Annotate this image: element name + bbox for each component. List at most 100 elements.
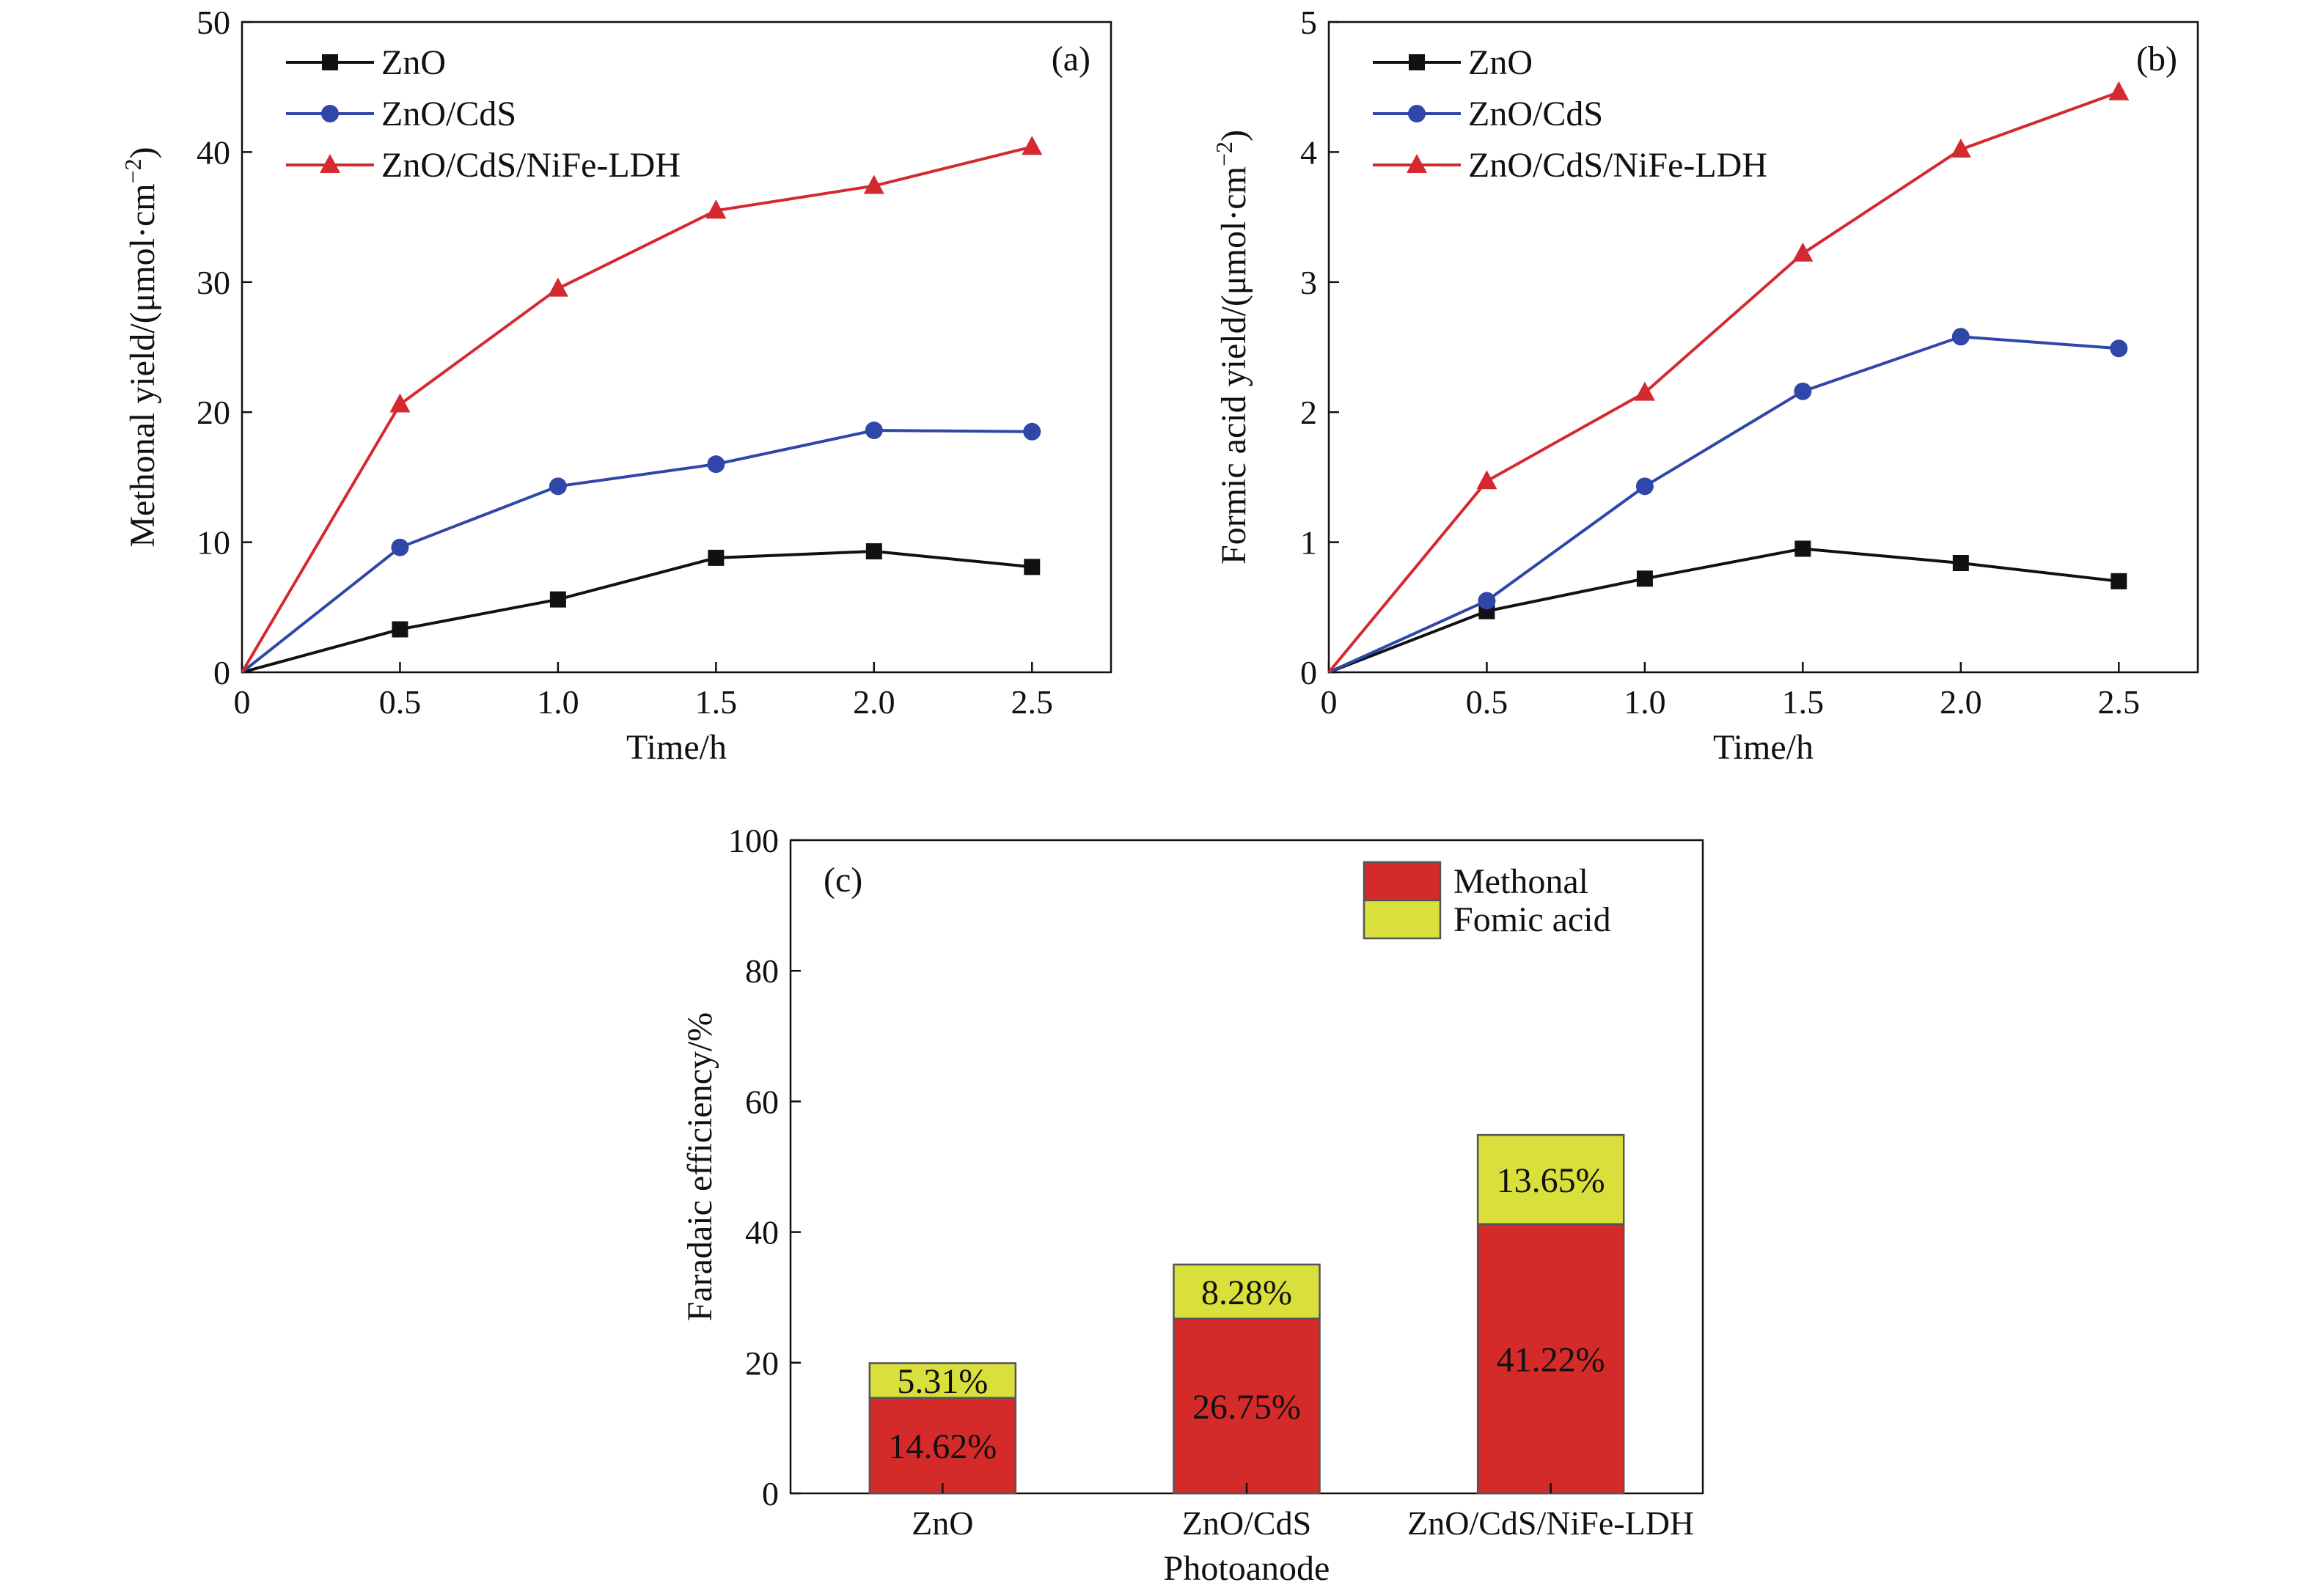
x-tick-label: 2.5 <box>2098 683 2141 721</box>
data-point-2-4 <box>1950 138 1971 158</box>
y-tick-label: 0 <box>213 654 230 691</box>
data-point-0-4 <box>1952 554 1969 571</box>
series-line-1 <box>241 429 1033 674</box>
y-axis-title-end: ) <box>1214 130 1253 141</box>
legend-swatch-1 <box>1363 899 1442 940</box>
y-tick-label: 40 <box>197 133 230 171</box>
legend-label-1: ZnO/CdS <box>1468 95 1603 133</box>
x-category-label: ZnO <box>912 1504 973 1542</box>
data-point-0-5 <box>1024 559 1041 575</box>
x-tick-label: 2.0 <box>1940 683 1982 721</box>
data-point-0-2 <box>1636 570 1653 587</box>
legend-marker-1 <box>321 105 339 122</box>
bar-1-1 <box>1173 1263 1321 1320</box>
data-point-2-3 <box>1792 242 1814 262</box>
y-tick-label: 3 <box>1300 264 1317 301</box>
y-tick-label: 4 <box>1300 133 1317 171</box>
data-point-2-3 <box>705 199 727 219</box>
data-point-1-3 <box>707 455 725 474</box>
legend-label-2: ZnO/CdS/NiFe-LDH <box>381 146 681 185</box>
x-axis-title: Time/h <box>626 728 727 767</box>
data-point-0-3 <box>1794 540 1811 557</box>
x-tick-label: 1.5 <box>695 683 738 721</box>
data-point-2-1 <box>1476 470 1497 490</box>
panel-label: (b) <box>2136 40 2177 78</box>
y-tick-label: 5 <box>1300 4 1317 41</box>
y-tick-label: 100 <box>728 822 779 859</box>
data-point-1-4 <box>865 422 883 440</box>
data-point-1-3 <box>1794 382 1812 400</box>
legend-label-1: ZnO/CdS <box>381 95 516 133</box>
x-tick-label: 1.0 <box>1624 683 1666 721</box>
x-tick-label: 0 <box>1321 683 1338 721</box>
series-line-1 <box>1328 335 2119 674</box>
legend-swatch-0 <box>1363 861 1442 902</box>
data-point-1-5 <box>1023 422 1041 441</box>
bar-1-2 <box>1476 1133 1625 1225</box>
bar-data-label-0-1: 26.75% <box>1192 1388 1301 1427</box>
bar-chart: 0 20 40 60 80 100 14.62% 5.31% ZnO 26.75% 8.28% ZnO… <box>681 822 1704 1588</box>
y-axis-title: Formic acid yield/(μmol·cm−2) <box>1211 130 1253 565</box>
y-tick-label: 80 <box>745 952 779 990</box>
y-axis-title: Methonal yield/(μmol·cm−2) <box>120 147 162 547</box>
bar-data-label-1-2: 13.65% <box>1497 1161 1605 1200</box>
panel-label: (c) <box>824 861 862 900</box>
plot-frame <box>1327 21 2199 674</box>
legend-label-0: ZnO <box>1468 43 1533 82</box>
data-point-0-4 <box>865 543 882 560</box>
x-tick-label: 0.5 <box>379 683 422 721</box>
y-tick-label: 10 <box>197 524 230 562</box>
data-point-2-1 <box>389 393 411 413</box>
data-point-2-2 <box>1634 381 1655 401</box>
y-tick-label: 0 <box>1300 654 1317 691</box>
data-point-1-1 <box>391 538 409 556</box>
bar-data-label-1-1: 8.28% <box>1201 1273 1292 1312</box>
series-line-0 <box>1328 547 2119 674</box>
panel-label: (a) <box>1052 40 1090 78</box>
x-axis-title: Time/h <box>1713 728 1814 767</box>
legend-marker-2 <box>320 154 340 173</box>
x-tick-label: 2.0 <box>853 683 895 721</box>
y-axis-title-main: Formic acid yield/(μmol·cm <box>1214 166 1253 565</box>
data-point-1-1 <box>1478 592 1496 610</box>
line-chart-0: 0 10 20 30 40 50 0 0.5 1.0 1.5 2.0 2.5 Time/h Methona… <box>120 4 1112 767</box>
data-point-2-2 <box>547 277 568 297</box>
data-point-1-5 <box>2110 339 2128 358</box>
x-category-label: ZnO/CdS/NiFe-LDH <box>1407 1504 1694 1542</box>
y-tick-label: 20 <box>197 394 230 431</box>
line-chart-1: 0 1 2 3 4 5 0 0.5 1.0 1.5 2.0 2.5 Time/h Formic acid … <box>1211 4 2199 767</box>
legend-marker-0 <box>1409 54 1425 70</box>
y-tick-label: 2 <box>1300 394 1317 431</box>
data-point-0-1 <box>392 621 408 638</box>
legend-label-0: ZnO <box>381 43 446 82</box>
legend-marker-2 <box>1407 154 1427 173</box>
data-point-0-2 <box>549 591 566 608</box>
series-line-0 <box>241 550 1033 674</box>
y-axis-title-end: ) <box>123 147 162 158</box>
bar-data-label-0-2: 41.22% <box>1497 1340 1605 1379</box>
bar-0-0 <box>868 1397 1017 1495</box>
legend-label-2: ZnO/CdS/NiFe-LDH <box>1468 146 1767 185</box>
data-point-1-2 <box>1635 477 1654 496</box>
data-point-0-3 <box>708 549 725 566</box>
y-tick-label: 20 <box>745 1345 779 1382</box>
y-tick-label: 0 <box>762 1475 779 1512</box>
legend-marker-1 <box>1408 105 1426 122</box>
x-tick-label: 0.5 <box>1466 683 1508 721</box>
series-line-2 <box>241 145 1033 674</box>
data-point-0-5 <box>2111 573 2127 589</box>
x-tick-label: 2.5 <box>1011 683 1054 721</box>
y-tick-label: 1 <box>1300 524 1317 562</box>
y-axis-title: Faradaic efficiency/% <box>681 1012 719 1322</box>
bar-0-2 <box>1476 1223 1625 1495</box>
bar-0-1 <box>1173 1317 1321 1495</box>
legend-marker-0 <box>322 54 338 70</box>
bar-1-0 <box>868 1362 1017 1399</box>
data-point-1-4 <box>1951 328 1970 346</box>
y-tick-label: 30 <box>197 264 230 301</box>
data-point-1-2 <box>549 477 567 496</box>
data-point-2-5 <box>2108 81 2130 100</box>
y-tick-label: 50 <box>197 4 230 41</box>
bar-data-label-1-0: 5.31% <box>897 1362 988 1401</box>
y-axis-title-sup: −2 <box>1211 141 1237 166</box>
